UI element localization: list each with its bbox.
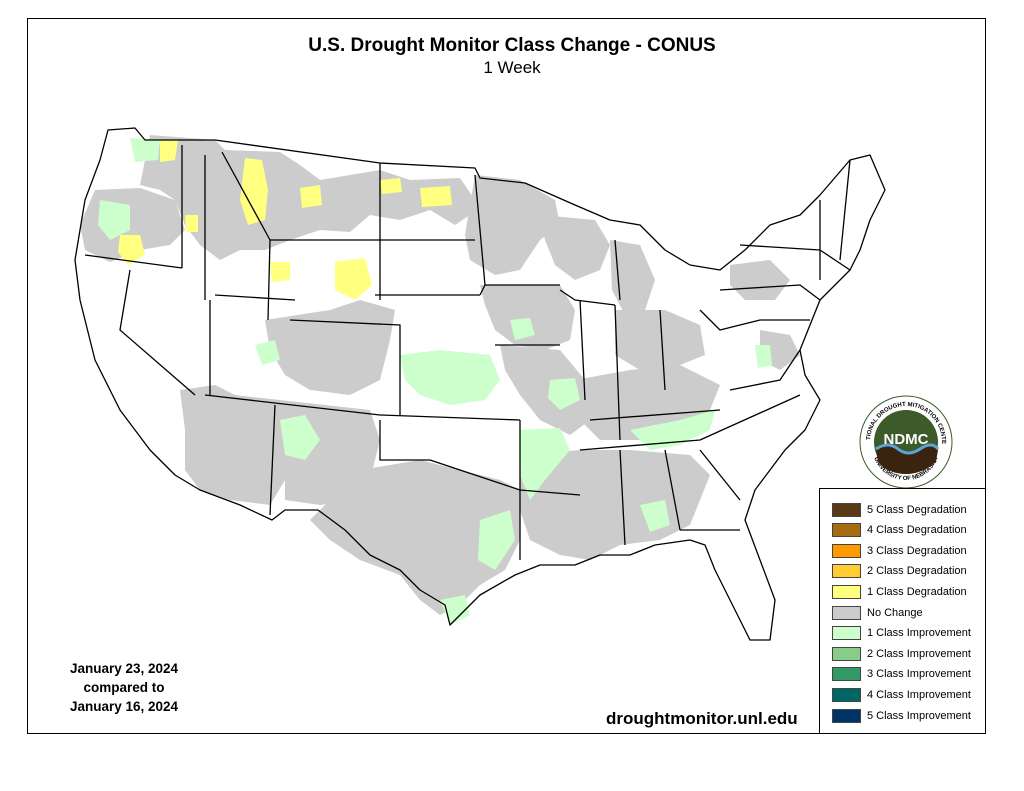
legend-swatch [832,564,861,579]
legend-label: 3 Class Degradation [867,544,967,557]
legend-label: 4 Class Improvement [867,688,971,701]
compared-label: compared to [83,680,165,695]
legend: 5 Class Degradation 4 Class Degradation 3 … [819,488,986,734]
legend-swatch [832,502,861,517]
legend-label: 3 Class Improvement [867,668,971,681]
no-change-regions [80,135,800,615]
ndmc-logo: NATIONAL DROUGHT MITIGATION CENTER UNIVE… [858,394,953,489]
legend-item: 4 Class Improvement [832,686,971,703]
legend-swatch [832,543,861,558]
legend-swatch [832,646,861,661]
legend-item: No Change [832,604,923,621]
degradation-regions [118,140,452,300]
legend-swatch [832,708,861,723]
legend-item: 1 Class Degradation [832,583,967,600]
legend-swatch [832,667,861,682]
date-comparison: January 23, 2024 compared to January 16,… [50,659,198,716]
legend-label: 1 Class Degradation [867,585,967,598]
state-borders [74,127,886,641]
legend-label: 4 Class Degradation [867,524,967,537]
legend-item: 2 Class Degradation [832,563,967,580]
legend-swatch [832,605,861,620]
legend-label: 1 Class Improvement [867,627,971,640]
legend-swatch [832,687,861,702]
legend-item: 2 Class Improvement [832,645,971,662]
legend-label: 5 Class Degradation [867,503,967,516]
legend-swatch [832,584,861,599]
legend-item: 5 Class Improvement [832,707,971,724]
improvement-regions [98,138,772,625]
map-title: U.S. Drought Monitor Class Change - CONU… [308,35,716,56]
map-subtitle: 1 Week [483,58,541,77]
legend-swatch [832,523,861,538]
previous-date: January 16, 2024 [69,699,179,714]
legend-swatch [832,626,861,641]
legend-label: 5 Class Improvement [867,709,971,722]
legend-label: 2 Class Degradation [867,565,967,578]
source-url: droughtmonitor.unl.edu [606,709,798,728]
legend-item: 3 Class Degradation [832,542,967,559]
logo-acronym: NDMC [884,431,929,448]
current-date: January 23, 2024 [69,661,179,676]
legend-item: 5 Class Degradation [832,501,967,518]
legend-item: 3 Class Improvement [832,666,971,683]
legend-label: 2 Class Improvement [867,647,971,660]
legend-item: 4 Class Degradation [832,522,967,539]
legend-item: 1 Class Improvement [832,625,971,642]
legend-label: No Change [867,606,923,619]
